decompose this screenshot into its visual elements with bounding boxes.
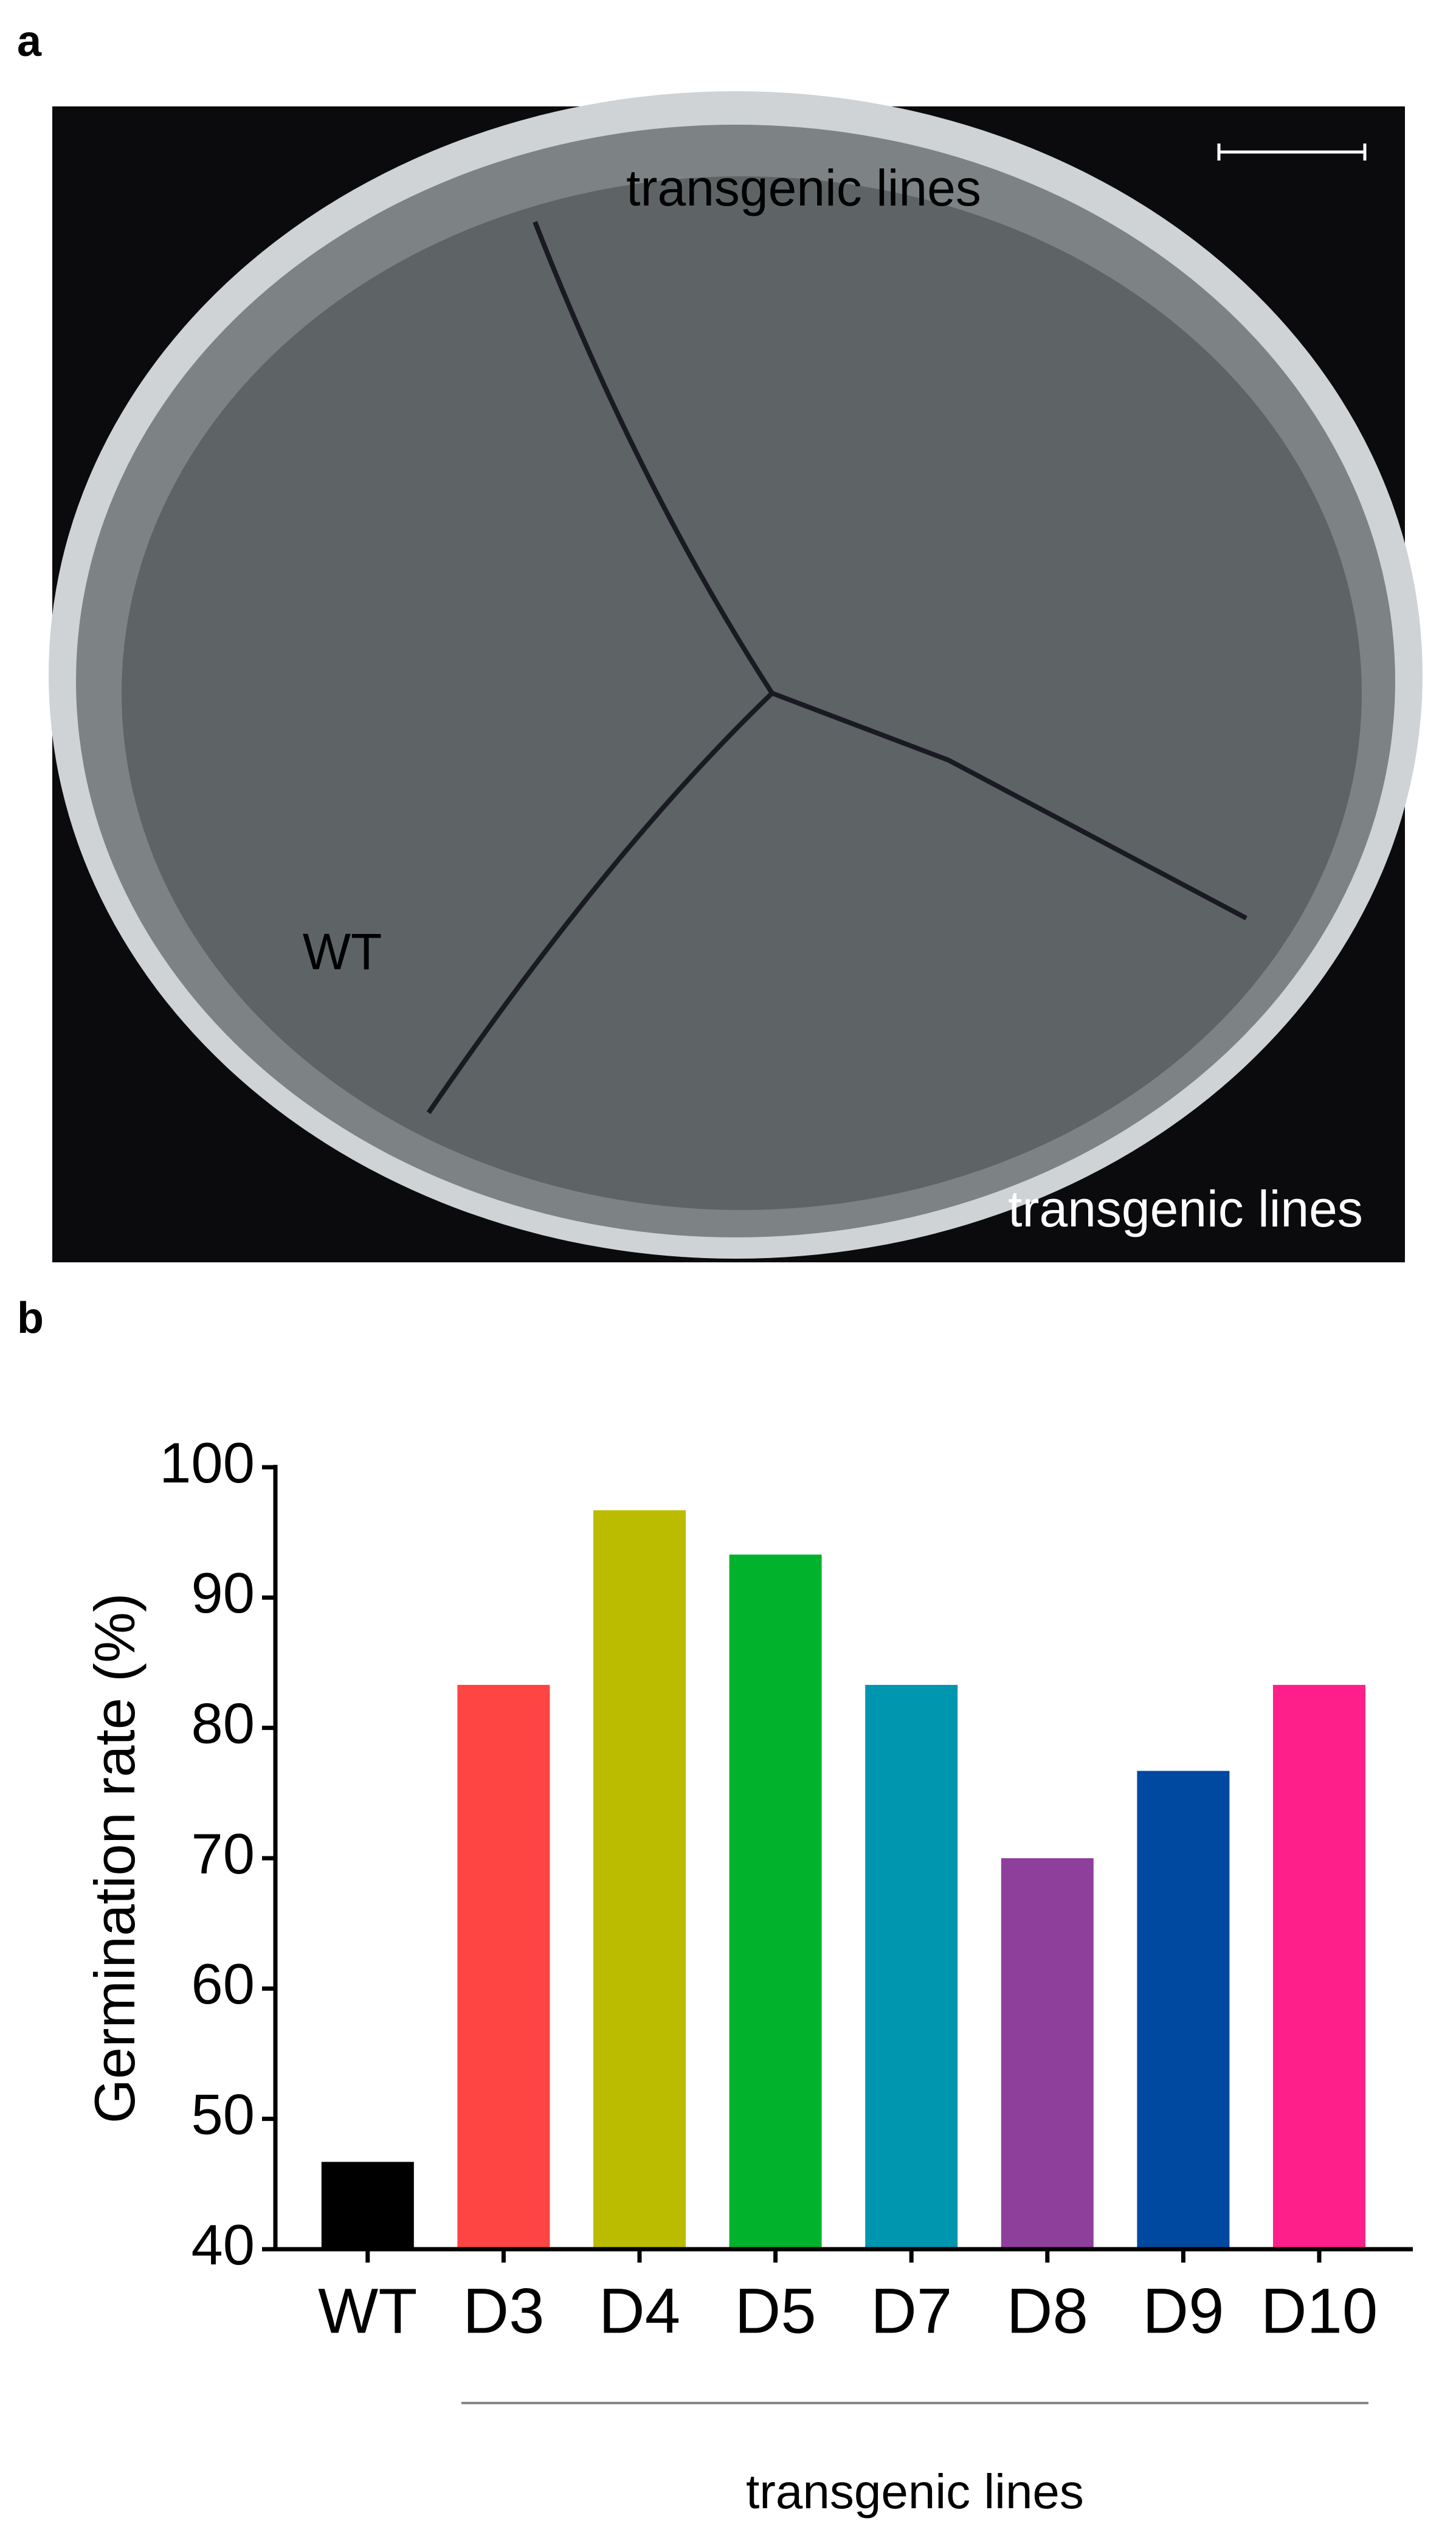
photo-label: transgenic lines (626, 159, 981, 216)
panel-label: a (17, 17, 42, 66)
bar (457, 1684, 550, 2249)
group-label: transgenic lines (746, 2464, 1084, 2519)
bar (865, 1684, 958, 2249)
photo: transgenic lines WT transgenic lines (49, 91, 1423, 1262)
y-axis-label: Germination rate (%) (83, 1593, 147, 2123)
photo-label: transgenic lines (1008, 1180, 1363, 1237)
dish-medium (122, 176, 1362, 1210)
bar (593, 1510, 686, 2249)
x-tick-label: D9 (1142, 2276, 1224, 2347)
bar (1137, 1771, 1230, 2249)
y-tick-label: 40 (191, 2213, 255, 2277)
x-tick-label: D4 (599, 2276, 680, 2347)
dish-divider (426, 221, 1247, 1115)
y-tick-label: 50 (191, 2082, 255, 2146)
x-tick-label: D3 (463, 2276, 544, 2347)
x-tick-label: D5 (734, 2276, 816, 2347)
panel-label: b (17, 1294, 44, 1343)
x-tick-label: D10 (1261, 2276, 1378, 2347)
x-tick-label: WT (318, 2276, 417, 2347)
bar (1001, 1858, 1094, 2249)
x-tick-label: D7 (871, 2276, 952, 2347)
bar (1273, 1684, 1365, 2249)
y-tick-label: 60 (191, 1952, 255, 2016)
y-tick-label: 100 (159, 1431, 255, 1495)
photo-label: WT (303, 923, 382, 980)
x-tick-label: D8 (1007, 2276, 1088, 2347)
y-tick-label: 70 (191, 1822, 255, 1886)
bar (729, 1554, 822, 2249)
bar (321, 2162, 414, 2249)
y-tick-label: 90 (191, 1561, 255, 1625)
y-tick-label: 80 (191, 1691, 255, 1755)
